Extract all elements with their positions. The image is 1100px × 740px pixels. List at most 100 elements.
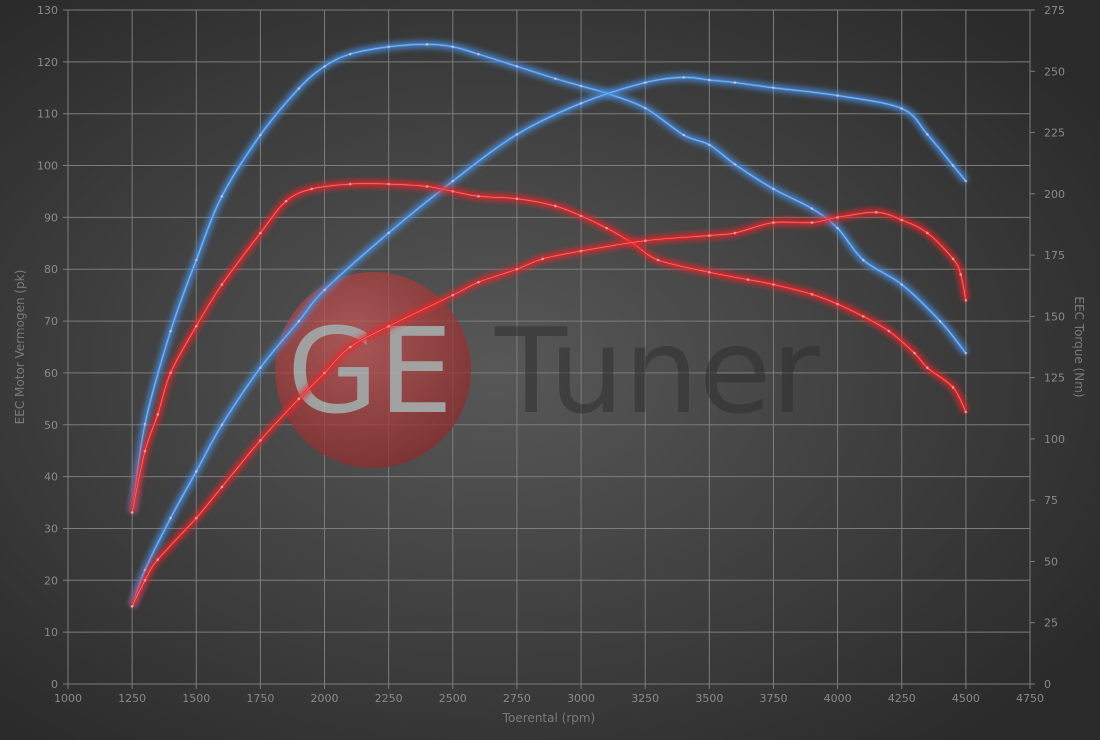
data-point (425, 185, 429, 188)
data-point (310, 187, 314, 191)
data-point (938, 319, 942, 323)
y-right-tick-label: 200 (1044, 188, 1065, 201)
y-left-tick-label: 30 (44, 522, 58, 535)
data-point (387, 324, 390, 328)
data-point (387, 45, 390, 49)
data-point (451, 179, 455, 183)
x-tick-label: 1750 (246, 692, 274, 705)
data-point (220, 423, 224, 427)
data-point (959, 273, 963, 276)
data-point (733, 231, 737, 235)
data-point (643, 106, 647, 110)
x-tick-label: 4000 (824, 692, 852, 705)
y-left-tick-label: 100 (37, 160, 58, 173)
data-point (926, 133, 929, 136)
series-lines (128, 40, 970, 608)
data-point (656, 258, 660, 262)
data-point (708, 143, 711, 147)
y-left-tick-label: 90 (44, 211, 58, 224)
data-point (964, 299, 968, 302)
data-point (143, 579, 147, 582)
data-point (143, 568, 147, 572)
data-point (143, 449, 147, 453)
y-right-tick-label: 0 (1044, 678, 1051, 691)
data-point (605, 226, 609, 230)
data-point (900, 283, 904, 286)
data-point (323, 288, 326, 292)
series-red-power (128, 208, 970, 608)
data-point (682, 133, 685, 137)
data-point (259, 133, 262, 137)
y-left-tick-label: 20 (44, 574, 58, 587)
data-point (887, 329, 891, 333)
x-tick-label: 4250 (888, 692, 916, 705)
data-point (194, 470, 198, 473)
data-point (579, 102, 583, 105)
data-point (810, 293, 814, 296)
data-point (297, 87, 301, 90)
data-point (259, 366, 262, 370)
data-point (169, 371, 172, 375)
data-point (772, 283, 775, 286)
data-point (541, 257, 544, 261)
data-point (348, 345, 352, 349)
y-right-tick-label: 150 (1044, 310, 1065, 323)
series-line (131, 76, 967, 607)
data-point (964, 410, 968, 414)
data-point (451, 190, 455, 193)
data-point (387, 231, 390, 235)
data-point (579, 214, 583, 218)
y-right-tick-label: 175 (1044, 249, 1065, 262)
x-tick-label: 2750 (503, 692, 531, 705)
data-point (913, 351, 916, 355)
data-point (554, 204, 557, 208)
data-point (861, 315, 865, 318)
y-left-tick-label: 70 (44, 315, 58, 328)
y-left-tick-label: 80 (44, 263, 58, 276)
data-point (708, 234, 711, 237)
data-point (836, 302, 839, 306)
y-right-tick-label: 225 (1044, 127, 1065, 140)
grid (63, 9, 1035, 689)
data-point (284, 199, 288, 203)
data-point (874, 210, 878, 214)
data-point (259, 231, 262, 235)
data-point (323, 371, 326, 375)
series-blue-torque (128, 40, 969, 514)
logo-text: GE (287, 302, 453, 440)
data-point (836, 216, 839, 219)
data-point (259, 439, 262, 442)
data-point (156, 558, 160, 561)
y-right-tick-label: 50 (1044, 555, 1058, 568)
data-point (477, 52, 480, 56)
y-left-tick-label: 0 (51, 678, 58, 691)
y-left-tick-label: 120 (37, 56, 58, 69)
data-point (861, 258, 865, 262)
data-point (297, 397, 301, 401)
brand-text: Tuner (494, 302, 820, 440)
data-point (836, 94, 839, 97)
data-point (425, 43, 429, 46)
data-point (708, 270, 711, 274)
data-point (194, 324, 198, 328)
data-point (387, 182, 390, 186)
data-point (926, 366, 929, 370)
data-point (169, 516, 172, 520)
data-point (810, 207, 814, 210)
data-point (515, 65, 519, 68)
data-point (951, 164, 955, 167)
data-point (951, 386, 955, 389)
x-tick-label: 4750 (1016, 692, 1044, 705)
data-point (772, 221, 775, 224)
x-tick-label: 1000 (54, 692, 82, 705)
x-tick-label: 3250 (631, 692, 659, 705)
data-point (194, 516, 198, 520)
data-point (220, 194, 224, 198)
logo-circle (275, 272, 471, 468)
y-left-tick-label: 110 (37, 108, 58, 121)
data-point (810, 221, 814, 224)
data-point (682, 76, 685, 79)
data-point (643, 81, 647, 84)
data-point (951, 257, 955, 261)
data-point (733, 163, 737, 166)
